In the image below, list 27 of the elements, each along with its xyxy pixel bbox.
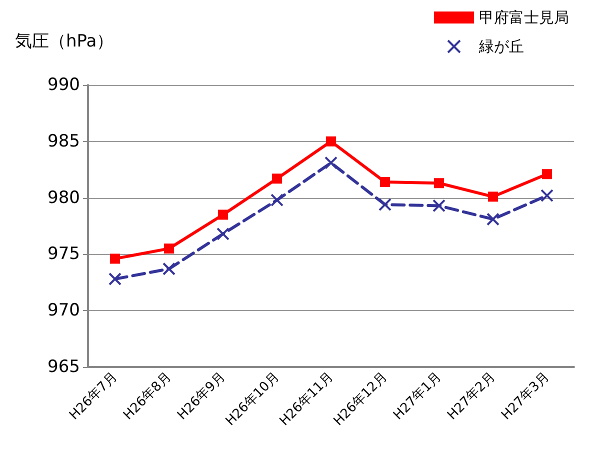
point [326,136,336,146]
point [540,189,554,202]
point [272,174,282,184]
legend-label: 緑が丘 [478,38,524,56]
point [162,262,176,276]
y-tick-label: 990 [48,75,80,95]
point [488,192,498,202]
point [164,244,174,254]
y-tick-label: 980 [48,188,80,208]
point [434,178,444,188]
y-axis-title: 気圧（hPa） [15,32,114,52]
point [110,254,120,264]
point [378,198,392,212]
legend-label: 甲府富士見局 [479,8,569,26]
point [218,210,228,220]
point [380,177,390,188]
y-tick-label: 975 [48,244,80,264]
point [216,227,230,240]
point [324,156,338,170]
y-tick-label: 970 [48,300,80,321]
y-tick-label: 965 [48,357,80,377]
y-tick-label: 985 [48,131,80,152]
point [432,199,446,212]
point [542,169,552,180]
point [108,272,122,286]
point [486,212,500,226]
point [270,194,284,207]
